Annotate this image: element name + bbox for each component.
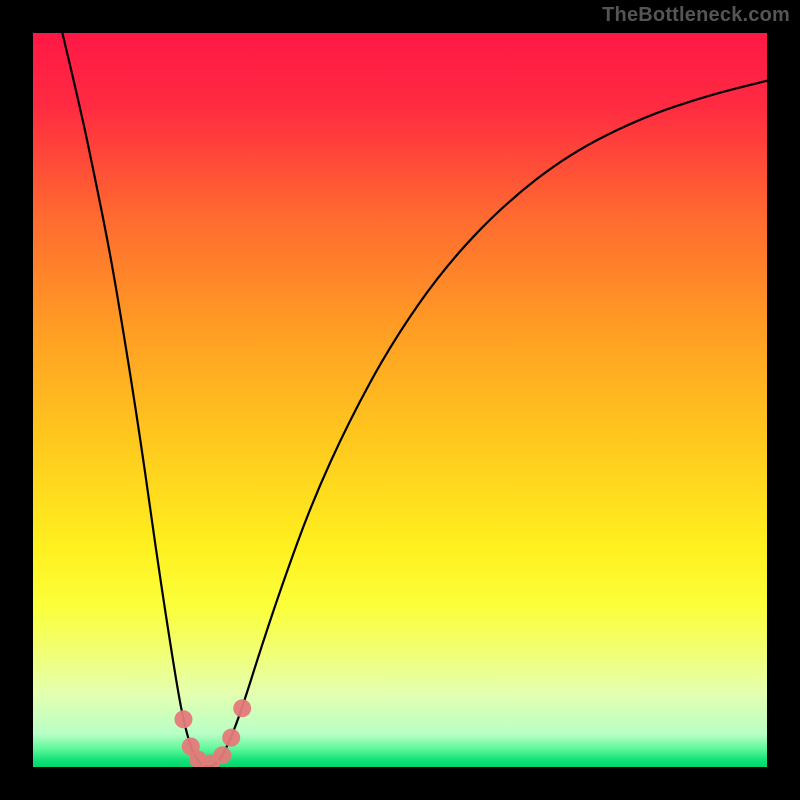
highlight-marker xyxy=(233,699,251,717)
gradient-background xyxy=(33,33,767,767)
highlight-marker xyxy=(213,746,231,764)
plot-svg xyxy=(33,33,767,767)
chart-stage: TheBottleneck.com xyxy=(0,0,800,800)
highlight-marker xyxy=(222,729,240,747)
highlight-marker xyxy=(174,710,192,728)
watermark-text: TheBottleneck.com xyxy=(602,4,790,27)
plot-area xyxy=(33,33,767,767)
